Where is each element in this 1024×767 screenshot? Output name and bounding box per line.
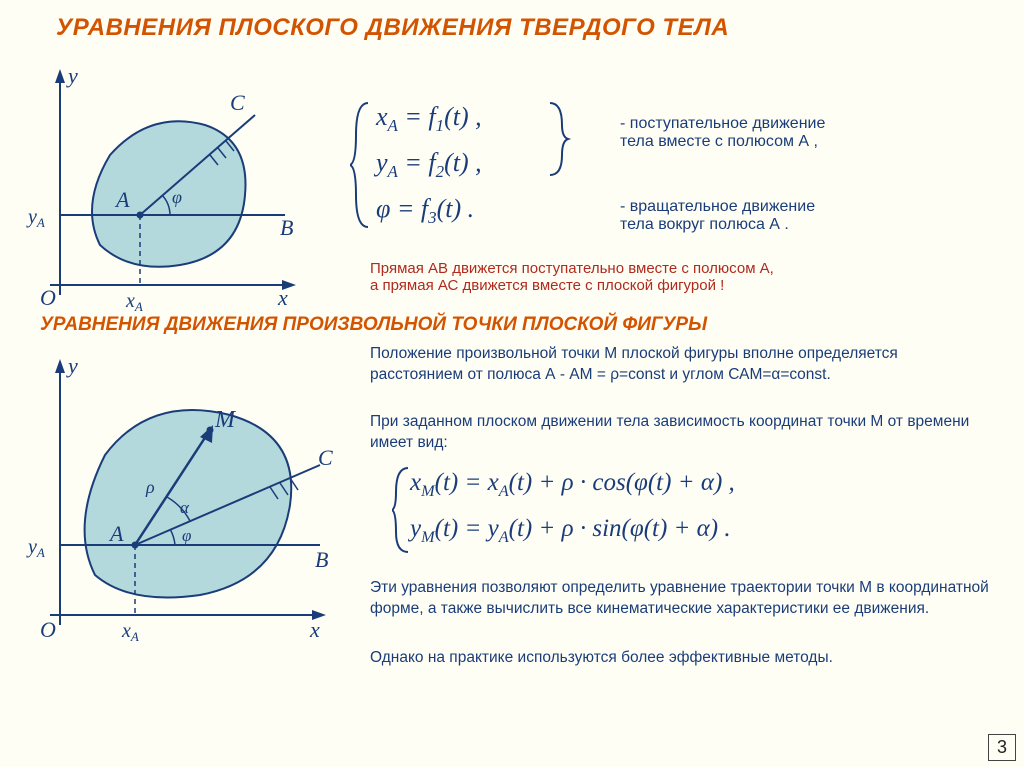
svg-text:yA: yA	[26, 536, 45, 560]
subtitle: УРАВНЕНИЯ ДВИЖЕНИЯ ПРОИЗВОЛЬНОЙ ТОЧКИ ПЛ…	[0, 308, 1024, 340]
svg-text:xA: xA	[121, 620, 139, 644]
equation-system-1: xA = f1(t) , yA = f2(t) , φ = f3(t) .	[370, 95, 482, 233]
svg-text:A: A	[114, 187, 130, 212]
paragraph-3: Эти уравнения позволяют определить уравн…	[370, 578, 990, 620]
paragraph-1: Положение произвольной точки М плоской ф…	[370, 344, 990, 386]
page-number: 3	[988, 734, 1016, 761]
paragraph-2: При заданном плоском движении тела завис…	[370, 412, 990, 454]
svg-text:ρ: ρ	[145, 477, 155, 497]
svg-text:y: y	[66, 63, 78, 88]
svg-text:α: α	[180, 498, 190, 517]
svg-text:O: O	[40, 617, 56, 642]
svg-text:A: A	[108, 521, 124, 546]
svg-text:C: C	[318, 445, 333, 470]
svg-text:C: C	[230, 90, 245, 115]
svg-text:φ: φ	[172, 187, 182, 207]
main-title: УРАВНЕНИЯ ПЛОСКОГО ДВИЖЕНИЯ ТВЕРДОГО ТЕЛ…	[0, 0, 1024, 46]
svg-text:yA: yA	[26, 206, 45, 230]
svg-text:B: B	[315, 547, 328, 572]
svg-text:y: y	[66, 353, 78, 378]
svg-text:M: M	[214, 407, 237, 433]
diagram-1: y x O C A B φ xA yA	[20, 55, 320, 325]
svg-text:x: x	[309, 617, 320, 642]
red-note: Прямая АВ движется поступательно вместе …	[370, 260, 774, 294]
svg-text:O: O	[40, 285, 56, 310]
svg-text:φ: φ	[182, 526, 191, 545]
paragraph-4: Однако на практике используются более эф…	[370, 648, 990, 669]
equation-system-2: xM(t) = xA(t) + ρ · cos(φ(t) + α) , yM(t…	[410, 460, 735, 553]
note-translational: - поступательное движение тела вместе с …	[620, 115, 825, 151]
note-rotational: - вращательное движение тела вокруг полю…	[620, 198, 815, 234]
svg-text:B: B	[280, 215, 293, 240]
svg-text:x: x	[277, 285, 288, 310]
diagram-2: y x O M C A B ρ α φ xA yA	[20, 345, 350, 655]
